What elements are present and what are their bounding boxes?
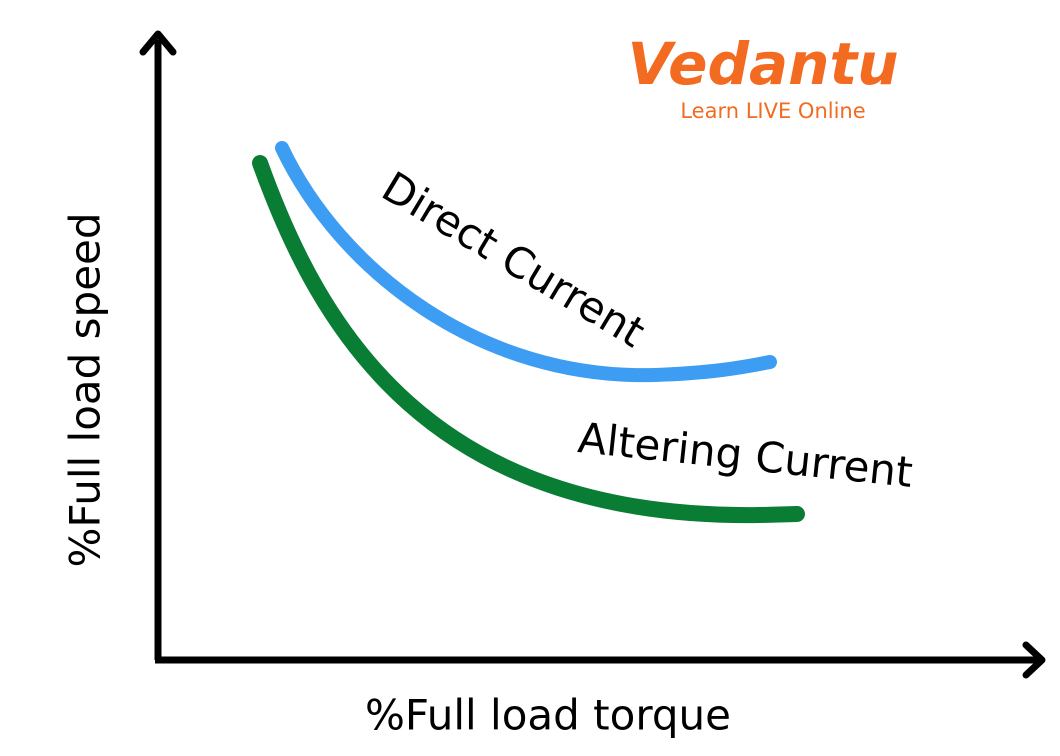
logo-tagline: Learn LIVE Online: [680, 99, 865, 123]
logo-name: Vedantu: [628, 30, 899, 98]
ac-curve: [252, 155, 805, 524]
curve-label: Direct Current: [374, 162, 654, 357]
y-axis-label: %Full load speed: [61, 212, 110, 567]
dc-curve: [275, 141, 777, 383]
y-axis-arrow: [139, 30, 177, 56]
curve-label: Altering Current: [576, 413, 915, 497]
x-axis-arrow: [1022, 641, 1046, 679]
x-axis-label: %Full load torque: [365, 691, 731, 740]
